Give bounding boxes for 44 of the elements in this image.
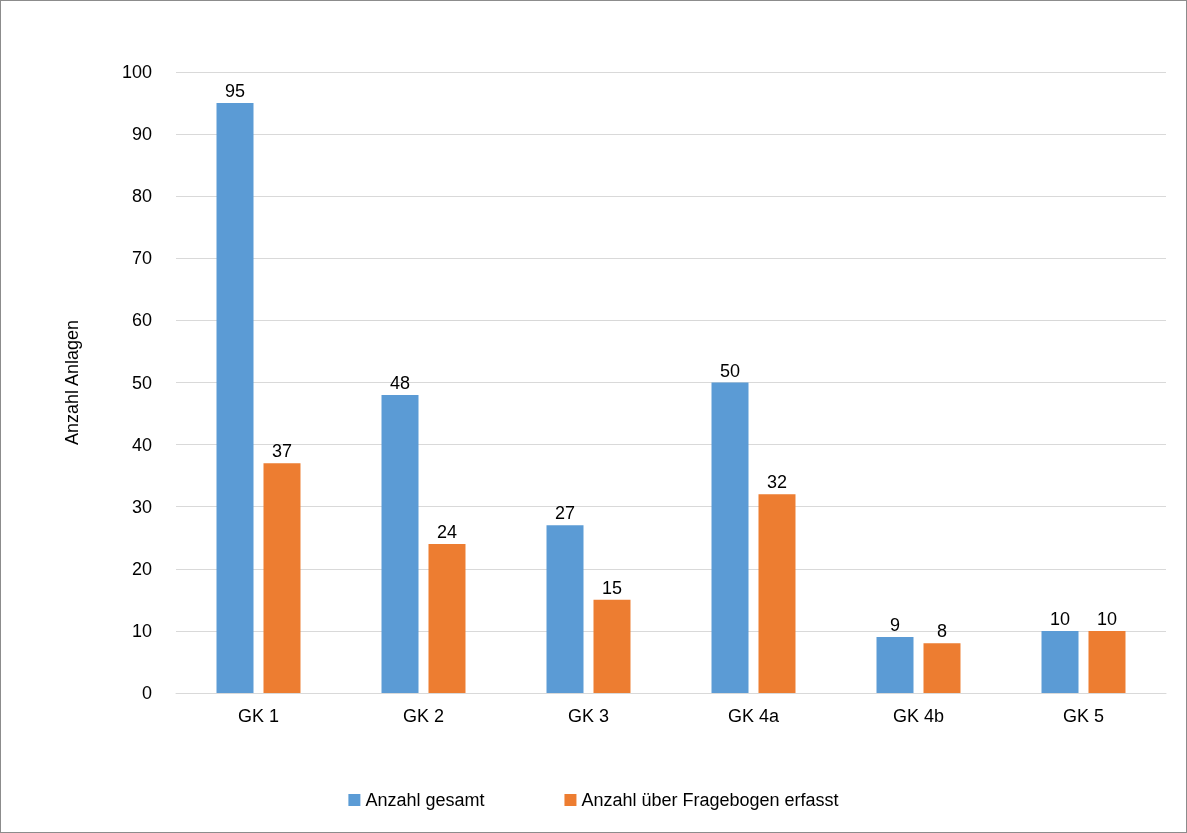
data-label: 48 [389,372,411,393]
y-tick-label: 0 [141,683,152,703]
x-tick-label: GK 3 [567,706,610,726]
y-tick-label: 20 [131,558,152,579]
y-tick-label: 80 [131,186,152,207]
y-tick-label: 60 [131,310,152,331]
bar [593,599,631,693]
bar [381,394,419,693]
data-label: 50 [719,360,741,381]
bar [428,543,466,693]
x-tick-label: GK 4b [892,706,945,726]
data-label: 95 [224,81,246,102]
data-label: 10 [1049,608,1071,629]
y-tick-label: 90 [131,124,152,145]
x-tick-label: GK 2 [402,706,445,726]
bar [711,382,749,693]
data-label: 27 [554,503,576,524]
bar [923,643,961,693]
y-axis-title: Anzahl Anlagen [62,319,82,446]
y-tick-label: 10 [131,620,152,641]
bar [263,463,301,693]
y-tick-label: 50 [131,372,152,393]
legend-label: Anzahl gesamt [365,790,485,810]
y-tick-label: 30 [131,496,152,517]
data-label: 32 [766,472,788,493]
x-tick-label: GK 1 [237,706,280,726]
data-label: 24 [436,521,458,542]
legend-label: Anzahl über Fragebogen erfasst [581,790,839,810]
data-label: 15 [601,577,623,598]
y-tick-label: 100 [121,62,152,82]
bar [216,103,254,693]
data-label: 8 [936,621,947,642]
bar [546,525,584,693]
y-tick-label: 70 [131,248,152,269]
x-tick-label: GK 4a [727,706,780,726]
data-label: 9 [890,615,901,636]
data-label: 37 [271,441,293,462]
bar [1041,630,1079,693]
bar [758,494,796,693]
data-label: 10 [1096,608,1118,629]
bar [1088,630,1126,693]
bar [876,637,914,693]
x-tick-label: GK 5 [1062,706,1105,726]
y-tick-label: 40 [131,434,152,455]
